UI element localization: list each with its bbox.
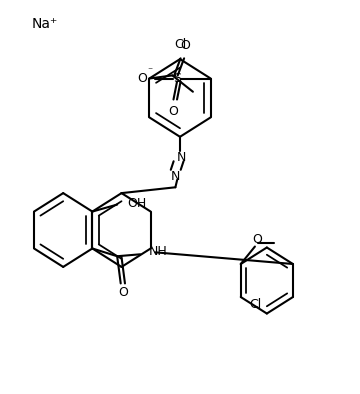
- Text: O: O: [168, 105, 178, 118]
- Text: O: O: [138, 72, 148, 85]
- Text: N: N: [177, 151, 186, 164]
- Text: Cl: Cl: [249, 297, 262, 310]
- Text: N: N: [171, 169, 180, 182]
- Text: Na⁺: Na⁺: [31, 17, 57, 31]
- Text: Cl: Cl: [174, 38, 186, 51]
- Text: O: O: [252, 233, 262, 246]
- Text: S: S: [173, 72, 181, 85]
- Text: NH: NH: [148, 245, 167, 258]
- Text: O: O: [180, 39, 190, 52]
- Text: O: O: [118, 286, 128, 299]
- Text: ⁻: ⁻: [148, 67, 153, 76]
- Text: OH: OH: [127, 197, 147, 210]
